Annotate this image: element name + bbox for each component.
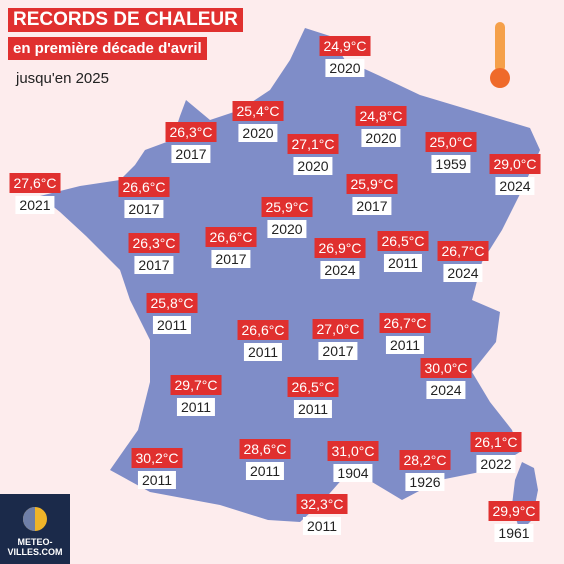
record-year: 2020 [361,129,401,147]
record-temp: 26,5°C [377,231,429,251]
record-temp: 30,2°C [131,448,183,468]
record-temp: 27,1°C [287,134,339,154]
record-year: 2017 [171,145,211,163]
record-year: 2024 [426,381,466,399]
record-temp: 26,7°C [437,241,489,261]
record-year: 2011 [383,254,423,272]
record-temp: 26,6°C [205,227,257,247]
record-temp: 32,3°C [296,494,348,514]
logo-icon-half [23,507,35,531]
subtitle: en première décade d'avril [8,37,207,60]
logo-line: VILLES.COM [7,547,63,557]
record-temp: 26,3°C [165,122,217,142]
record-year: 2011 [293,400,333,418]
record-temp: 29,9°C [488,501,540,521]
record-year: 1926 [405,473,445,491]
thermometer [490,22,510,88]
record-year: 2011 [385,336,425,354]
record-temp: 29,0°C [489,154,541,174]
record-year: 2020 [267,220,307,238]
record-temp: 26,6°C [237,320,289,340]
record-temp: 25,8°C [146,293,198,313]
logo-line: METEO- [17,537,53,547]
record-year: 2024 [495,177,535,195]
record-year: 2020 [293,157,333,175]
france [40,28,540,522]
record-temp: 24,8°C [355,106,407,126]
record-temp: 30,0°C [420,358,472,378]
record-temp: 27,0°C [312,319,364,339]
record-temp: 26,6°C [118,177,170,197]
record-year: 2017 [134,256,174,274]
record-temp: 29,7°C [170,375,222,395]
record-year: 1961 [494,524,534,542]
record-year: 1904 [333,464,373,482]
record-year: 2024 [320,261,360,279]
logo-text: METEO- VILLES.COM [0,537,70,557]
record-temp: 31,0°C [327,441,379,461]
record-year: 2020 [238,124,278,142]
record-temp: 26,7°C [379,313,431,333]
note: jusqu'en 2025 [16,70,109,87]
record-temp: 26,3°C [128,233,180,253]
record-year: 2011 [137,471,177,489]
record-year: 2022 [476,455,516,473]
record-year: 2011 [243,343,283,361]
record-temp: 26,1°C [470,432,522,452]
record-temp: 26,9°C [314,238,366,258]
record-year: 2017 [318,342,358,360]
record-temp: 28,6°C [239,439,291,459]
record-year: 2011 [176,398,216,416]
record-year: 1959 [431,155,471,173]
record-year: 2020 [325,59,365,77]
record-year: 2011 [245,462,285,480]
record-temp: 25,9°C [261,197,313,217]
record-temp: 25,9°C [346,174,398,194]
record-temp: 25,0°C [425,132,477,152]
record-temp: 24,9°C [319,36,371,56]
record-temp: 25,4°C [232,101,284,121]
record-year: 2017 [352,197,392,215]
record-temp: 27,6°C [9,173,61,193]
record-year: 2017 [211,250,251,268]
title: RECORDS DE CHALEUR [8,8,243,32]
record-year: 2024 [443,264,483,282]
record-year: 2021 [15,196,55,214]
record-year: 2017 [124,200,164,218]
record-temp: 28,2°C [399,450,451,470]
corsica [512,462,538,532]
record-year: 2011 [152,316,192,334]
record-year: 2011 [302,517,342,535]
record-temp: 26,5°C [287,377,339,397]
